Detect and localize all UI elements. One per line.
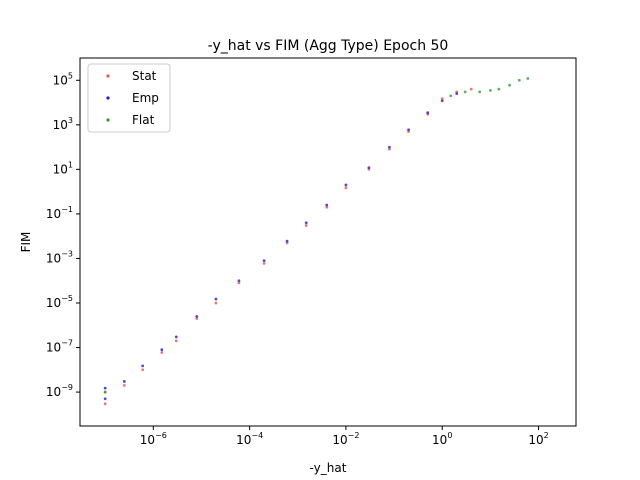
- data-point: [488, 89, 492, 92]
- data-point: [195, 315, 199, 318]
- x-tick-label: 10−6: [140, 431, 167, 447]
- legend-box: [87, 63, 171, 133]
- data-point: [469, 87, 473, 91]
- data-point: [237, 279, 241, 283]
- data-point: [463, 90, 467, 94]
- y-tick-label: 10−7: [46, 339, 73, 355]
- legend-label-emp: Emp: [132, 91, 159, 105]
- data-point: [508, 83, 511, 87]
- data-point: [285, 239, 289, 243]
- x-tick-label: 10−2: [332, 431, 359, 447]
- data-point: [103, 397, 107, 401]
- data-point: [388, 147, 391, 151]
- data-point: [141, 368, 145, 372]
- data-point: [367, 166, 371, 170]
- x-tick-label: 10−4: [236, 431, 263, 447]
- data-point: [325, 203, 329, 207]
- data-point: [388, 145, 391, 149]
- legend-marker-flat: [106, 118, 110, 122]
- data-point: [344, 183, 348, 187]
- data-point: [304, 224, 308, 227]
- legend: Stat Emp Flat: [87, 63, 171, 133]
- chart-title: -y_hat vs FIM (Agg Type) Epoch 50: [208, 38, 449, 54]
- data-point: [455, 92, 459, 96]
- plot-frame: [79, 57, 577, 427]
- legend-label-stat: Stat: [132, 69, 157, 83]
- x-tick-label: 100: [432, 431, 452, 447]
- y-tick-label: 10−9: [46, 383, 73, 399]
- legend-marker-emp: [106, 96, 110, 100]
- x-tick-label: 102: [528, 431, 548, 447]
- data-point: [440, 99, 444, 103]
- data-point: [407, 128, 410, 132]
- data-point: [160, 351, 164, 354]
- y-tick-label: 101: [53, 160, 73, 176]
- data-point: [237, 281, 241, 285]
- series-emp: [103, 92, 459, 401]
- data-point: [262, 259, 266, 263]
- data-point: [122, 383, 126, 387]
- legend-marker-stat: [106, 74, 110, 78]
- data-point: [497, 87, 501, 91]
- data-point: [304, 221, 308, 225]
- data-point: [122, 380, 126, 383]
- y-axis-label: FIM: [19, 232, 33, 253]
- data-point: [103, 402, 107, 406]
- y-axis-ticks: 10−9 10−7 10−5 10−3 10−1 101 103 105: [46, 71, 80, 399]
- data-point: [262, 261, 266, 265]
- y-tick-label: 103: [53, 116, 73, 132]
- data-point: [195, 317, 199, 320]
- series-flat: [103, 77, 530, 394]
- data-point: [160, 348, 164, 352]
- data-point: [440, 97, 444, 101]
- y-tick-label: 10−5: [46, 294, 73, 310]
- data-point: [214, 297, 218, 301]
- y-tick-label: 10−1: [46, 205, 73, 221]
- data-point: [214, 301, 218, 305]
- data-point: [174, 339, 178, 343]
- y-tick-label: 105: [53, 71, 73, 87]
- data-point: [426, 111, 430, 115]
- scatter-layer: [103, 77, 530, 406]
- data-point: [325, 205, 329, 209]
- data-point: [103, 390, 107, 394]
- data-point: [517, 78, 521, 82]
- data-point: [478, 90, 482, 94]
- x-axis-label: -y_hat: [310, 461, 347, 475]
- data-point: [174, 335, 178, 339]
- data-point: [344, 186, 348, 190]
- data-point: [103, 386, 107, 390]
- y-tick-label: 10−3: [46, 249, 73, 265]
- legend-label-flat: Flat: [132, 113, 155, 127]
- data-point: [526, 77, 530, 80]
- x-axis-ticks: 10−6 10−4 10−2 100 102: [140, 426, 549, 447]
- data-point: [449, 94, 453, 98]
- data-point: [141, 364, 145, 368]
